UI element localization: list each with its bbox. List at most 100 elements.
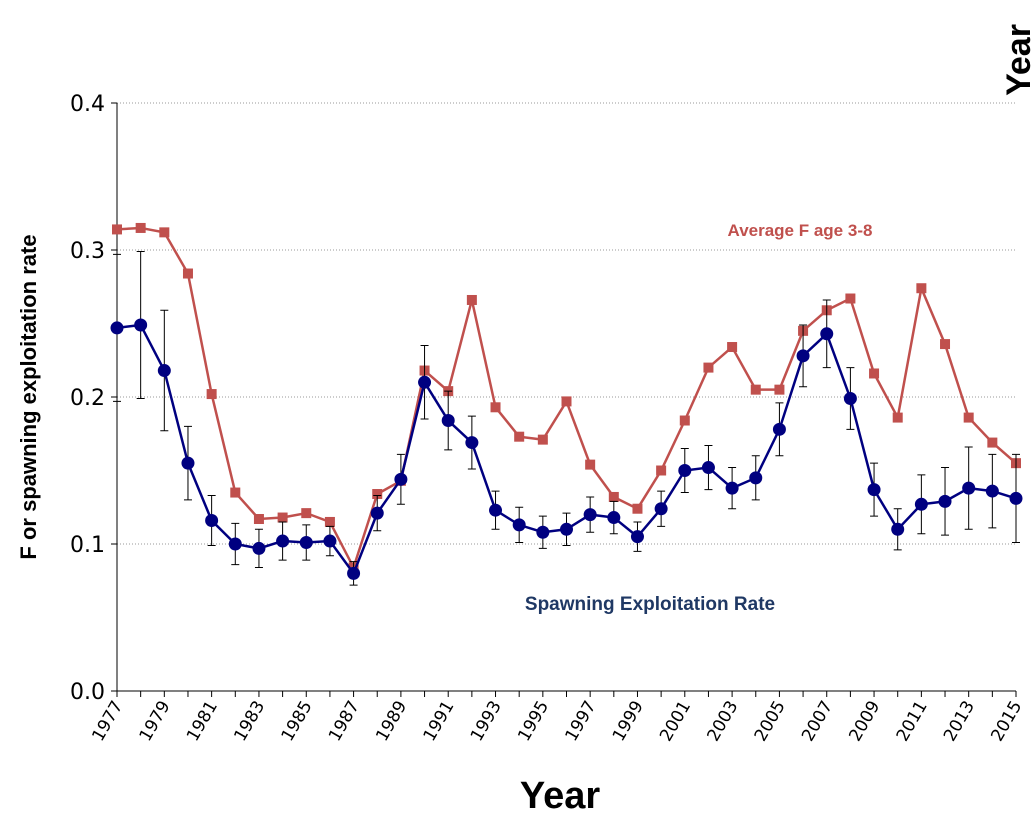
x-tick-label: 1993 [467,698,506,745]
marker [678,464,692,477]
marker [277,512,288,523]
marker [394,472,408,486]
marker [112,224,122,235]
marker [181,456,195,470]
marker [301,508,312,519]
x-tick-label: 1989 [372,698,411,745]
marker [630,530,644,544]
marker [276,534,290,548]
x-tick-label: 1981 [183,698,222,745]
marker [512,518,526,532]
marker [585,459,596,470]
marker [536,525,550,539]
marker [182,268,193,279]
y-axis-title: F or spawning exploitation rate [16,234,41,559]
y-tick-label: 0.3 [70,239,105,264]
marker [607,511,621,525]
marker [135,222,146,233]
x-tick-label: 2007 [798,698,837,745]
marker [891,522,905,536]
y-tick-label: 0.4 [70,92,105,117]
x-axis-title: Year [520,775,601,817]
marker [608,491,619,502]
marker [727,342,738,353]
marker [372,489,383,500]
marker [205,513,219,527]
marker [772,422,786,436]
x-tick-label: 2001 [656,698,695,745]
marker [299,536,313,550]
marker [749,471,763,485]
marker [323,534,337,548]
marker [962,481,976,495]
marker [985,484,999,498]
marker [159,227,170,238]
marker [490,402,501,413]
x-tick-label: 1987 [325,698,364,745]
marker [963,412,974,423]
marker [228,537,242,551]
marker [560,522,573,536]
x-tick-label: 2011 [893,698,932,745]
marker [252,541,266,555]
marker [940,339,951,350]
marker [892,412,903,423]
marker [774,384,785,395]
marker [206,389,217,400]
marker [466,294,477,305]
marker [938,494,952,508]
marker [561,396,572,407]
x-tick-label: 1983 [230,698,269,745]
marker [820,327,834,341]
marker [656,465,667,476]
marker [867,483,881,497]
marker [845,293,856,304]
y-tick-label: 0.2 [70,386,105,411]
marker [914,497,928,511]
series-label: Average F age 3-8 [728,221,873,240]
marker [514,431,525,442]
marker [324,516,335,527]
marker [418,375,432,389]
marker [157,364,171,378]
y-tick-label: 0.0 [70,680,105,705]
marker [134,318,148,332]
marker [489,503,503,517]
corner-annotation: Year [1000,24,1033,96]
marker [253,514,264,525]
x-tick-label: 1979 [136,698,175,745]
marker [537,434,548,445]
marker [654,502,668,516]
marker [701,461,715,475]
marker [725,481,739,495]
x-tick-label: 1995 [514,698,553,745]
marker [987,437,998,448]
x-tick-label: 1991 [420,698,459,745]
marker [679,415,690,426]
series-label: Spawning Exploitation Rate [525,594,775,615]
marker [703,362,714,373]
x-tick-label: 2013 [940,698,979,745]
x-tick-label: 2005 [751,698,790,745]
x-tick-label: 2015 [987,698,1026,745]
marker [632,503,643,514]
marker [110,321,124,335]
marker [1009,491,1023,505]
marker [465,436,479,450]
marker [796,349,810,363]
marker [750,384,761,395]
marker [347,566,361,580]
marker [583,508,597,522]
y-tick-label: 0.1 [70,533,105,558]
x-tick-label: 2003 [703,698,742,745]
marker [843,391,857,405]
x-tick-label: 1997 [562,698,601,745]
marker [916,283,927,294]
x-tick-label: 2009 [845,698,884,745]
marker [441,414,455,428]
x-tick-label: 1985 [278,698,317,745]
marker [370,506,384,520]
marker [230,487,241,498]
